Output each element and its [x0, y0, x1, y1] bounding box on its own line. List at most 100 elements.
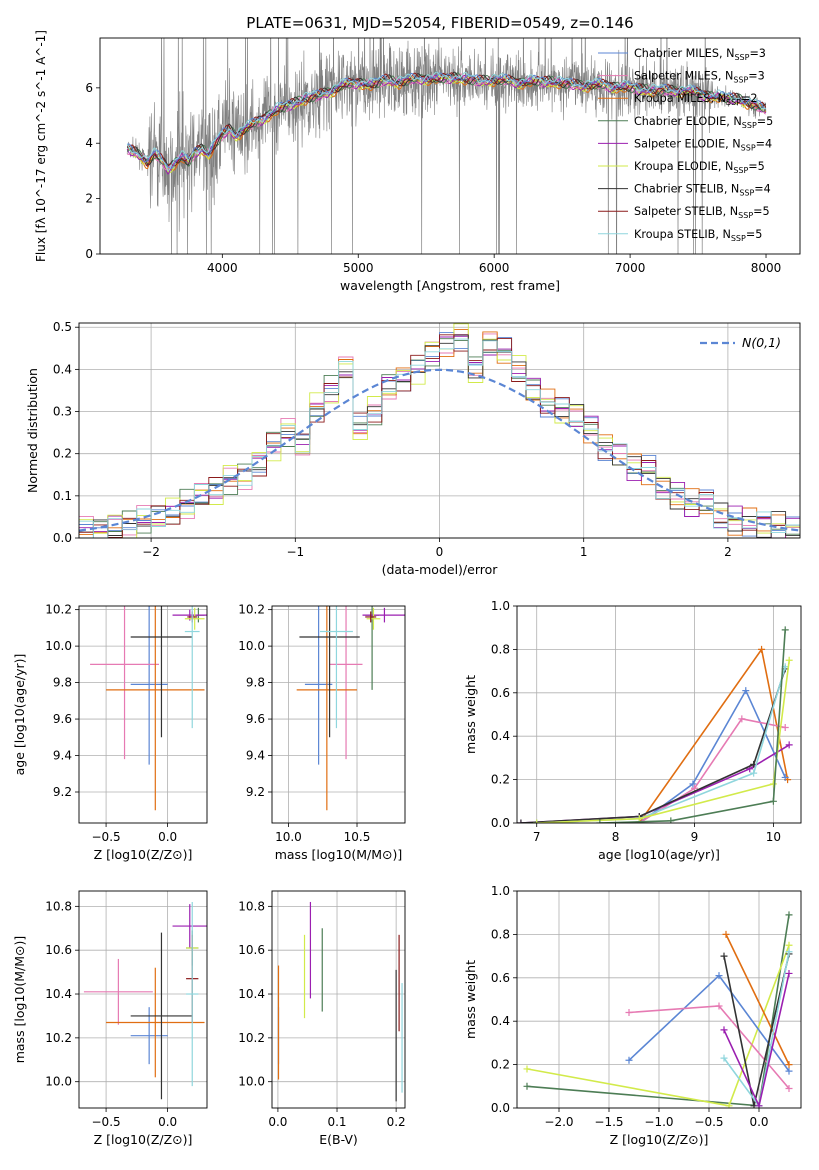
normal-curve	[79, 368, 800, 532]
marker-sm	[781, 724, 789, 732]
tick-label-y: 0.3	[53, 405, 72, 419]
marker-sm	[625, 1009, 633, 1017]
axis-label-x: Z [log10(Z/Z⊙)]	[94, 847, 193, 862]
legend-subscript: SSP	[739, 189, 754, 198]
figure-title: PLATE=0631, MJD=52054, FIBERID=0549, z=0…	[246, 14, 633, 32]
plot-area	[90, 606, 207, 811]
marker-ke	[785, 941, 793, 949]
tick-label-x: 0.0	[268, 1115, 287, 1129]
legend-value: =4	[756, 137, 773, 150]
axis-label-y: mass weight	[463, 675, 478, 754]
tick-label-x: 0.0	[749, 1115, 768, 1129]
axes-frame	[99, 37, 801, 255]
tick-label-y: 0.2	[491, 1058, 510, 1072]
tick-label-y: 0.4	[491, 1014, 510, 1028]
tick-label-y: 1.0	[491, 599, 510, 613]
axis-label-x: mass [log10(M/M⊙)]	[275, 847, 403, 862]
tick-label-x: 0.0	[158, 830, 177, 844]
tick-label-y: 0.4	[491, 729, 510, 743]
marker-ks	[785, 948, 793, 956]
axis-label-y: Flux [fλ 10^-17 erg cm^-2 s^-1 A^-1]	[34, 30, 48, 262]
panel-residuals: −2 −1 0 1 2 0.0 0.1 0.2 0.3 0.4 0.5 (data-model)/er…	[25, 320, 801, 577]
tick-label-y: 10.2	[238, 603, 265, 617]
marker-ke	[523, 1065, 531, 1073]
tick-label-x: 8	[612, 830, 620, 844]
tick-label-x: 6000	[479, 261, 510, 275]
legend-entry-ke: Kroupa ELODIE, NSSP=5	[634, 160, 765, 175]
plot-area	[79, 323, 800, 538]
axis-label-x: Z [log10(Z/Z⊙)]	[94, 1132, 193, 1147]
tick-label-y: 10.0	[238, 639, 265, 653]
marker-ce	[596, 819, 604, 823]
axes-frame	[78, 605, 208, 824]
legend-value: =2	[741, 92, 758, 105]
marker-cs	[720, 952, 728, 960]
legend-subscript: SSP	[733, 166, 748, 175]
axis-label-y: age [log10(age/yr)]	[12, 654, 27, 776]
marker-cs	[517, 819, 525, 823]
tick-label-y: 0.0	[491, 1101, 510, 1115]
tick-label-x: −2	[142, 545, 160, 559]
tick-label-y: 6	[85, 81, 93, 95]
tick-label-y: 10.2	[45, 1031, 72, 1045]
marker-cm	[781, 773, 789, 781]
marker-ks	[720, 1054, 728, 1062]
tick-label-y: 0	[85, 247, 93, 261]
tick-label-y: 9.2	[246, 785, 265, 799]
legend-entry-cm: Chabrier MILES, NSSP=3	[634, 47, 766, 62]
panel-mass-vs-Z: −0.5 0.0 10.0 10.2 10.4 10.6 10.8 Z [log10(Z/Z⊙…	[12, 890, 208, 1147]
model-cs	[126, 71, 766, 167]
panel-age-vs-mass: 10.0 10.5 9.2 9.4 9.6 9.8 10.0 10.2 mass [log10(…	[238, 603, 406, 862]
legend-value: =4	[754, 183, 771, 196]
tick-label-y: 0.0	[491, 816, 510, 830]
legend-entry-ss: Salpeter STELIB, NSSP=5	[634, 205, 770, 220]
tick-label-y: 10.0	[238, 1075, 265, 1089]
tick-label-y: 0.8	[491, 642, 510, 656]
legend: Chabrier MILES, NSSP=3 Salpeter MILES, NS…	[598, 47, 773, 243]
axes-frame	[271, 605, 406, 824]
tick-label-y: 0.2	[491, 773, 510, 787]
tick-label-y: 10.4	[45, 987, 72, 1001]
axes-frame	[78, 322, 801, 539]
tick-label-y: 10.4	[238, 987, 265, 1001]
tick-label-y: 9.2	[53, 785, 72, 799]
tick-label-y: 0.6	[491, 686, 510, 700]
tick-label-x: 4000	[207, 261, 238, 275]
legend-subscript: SSP	[742, 121, 757, 130]
marker-ce	[785, 911, 793, 919]
marker-km	[758, 645, 766, 653]
marker-ke	[785, 656, 793, 664]
tick-label-x: −1.0	[644, 1115, 673, 1129]
marker-cm	[689, 780, 697, 788]
axis-label-y: mass [log10(M/M⊙)]	[12, 936, 27, 1064]
plot-area	[126, 38, 767, 254]
tick-label-y: 2	[85, 192, 93, 206]
tick-label-y: 9.4	[246, 749, 265, 763]
axes-frame	[78, 890, 208, 1109]
axis-label-y: Normed distribution	[25, 368, 40, 493]
axes-frame	[516, 890, 802, 1109]
axis-label-x: (data-model)/error	[382, 562, 499, 577]
legend-subscript: SSP	[731, 234, 746, 243]
legend-entry-sm: Salpeter MILES, NSSP=3	[634, 70, 765, 85]
plot-area	[517, 626, 793, 823]
legend-subscript: SSP	[734, 53, 749, 62]
tick-label-x: −2.0	[544, 1115, 573, 1129]
panel-weight-vs-Z: −2.0 −1.5 −1.0 −0.5 0.0 0.0 0.2 0.4 0.6 0.8 1.0 Z […	[463, 884, 802, 1147]
tick-label-x: 2	[724, 545, 732, 559]
axes-frame	[516, 605, 802, 824]
marker-km	[785, 1061, 793, 1069]
axis-label-x: age [log10(age/yr)]	[598, 847, 720, 862]
legend-value: =5	[757, 115, 774, 128]
tick-label-x: 10.5	[344, 830, 371, 844]
legend-entry-normal: N(0,1)	[742, 335, 781, 350]
tick-label-y: 0.8	[491, 927, 510, 941]
tick-label-y: 9.6	[53, 712, 72, 726]
axes-frame	[271, 890, 406, 1109]
tick-label-x: 0.0	[158, 1115, 177, 1129]
axis-label-x: Z [log10(Z/Z⊙)]	[610, 1132, 709, 1147]
model-cm	[127, 72, 766, 169]
tick-label-x: 7	[533, 830, 541, 844]
marker-se	[720, 1026, 728, 1034]
